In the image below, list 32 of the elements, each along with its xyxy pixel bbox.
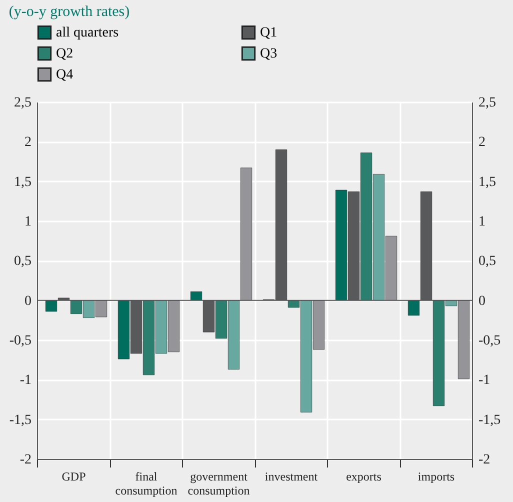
y2-tick-label: 0 bbox=[478, 294, 486, 309]
y-tick-label: 1 bbox=[24, 214, 32, 230]
x-tick-label: investment bbox=[264, 470, 318, 484]
y2-tick-label: -1,5 bbox=[478, 412, 501, 428]
x-tick-label: government consumption bbox=[188, 470, 250, 498]
y2-tick-label: 0,5 bbox=[478, 254, 496, 270]
legend-label: all quarters bbox=[56, 26, 119, 41]
legend-label: Q2 bbox=[56, 46, 74, 62]
y2-tick-label: -0,5 bbox=[478, 334, 501, 348]
y2-tick-label: 1 bbox=[478, 214, 486, 230]
legend-label: Q3 bbox=[260, 46, 278, 62]
x-tick-label: GDP bbox=[62, 470, 86, 484]
x-tick-label: exports bbox=[346, 470, 382, 484]
y2-tick-label: 1,5 bbox=[478, 174, 496, 190]
y-tick-label: -2 bbox=[20, 452, 32, 468]
x-tick-label: imports bbox=[418, 470, 455, 484]
y-tick-label: 2 bbox=[24, 135, 32, 150]
y2-tick-label: 2 bbox=[478, 135, 486, 150]
y-tick-label: -0,5 bbox=[9, 334, 32, 348]
legend-label: Q4 bbox=[56, 68, 74, 82]
y-tick-label: 2,5 bbox=[14, 96, 32, 110]
y-tick-label: -1,5 bbox=[9, 412, 32, 428]
y2-tick-label: 2,5 bbox=[478, 96, 496, 110]
legend-label: Q1 bbox=[260, 26, 278, 41]
chart-title: (y-o-y growth rates) bbox=[8, 4, 130, 20]
y2-tick-label: -2 bbox=[478, 452, 490, 468]
x-tick-label: final consumption bbox=[115, 470, 178, 498]
y2-tick-label: -1 bbox=[478, 373, 490, 388]
y-tick-label: 0,5 bbox=[14, 254, 32, 270]
y-tick-label: 1,5 bbox=[14, 174, 32, 190]
y-tick-label: 0 bbox=[24, 294, 32, 309]
y-tick-label: -1 bbox=[20, 373, 32, 388]
